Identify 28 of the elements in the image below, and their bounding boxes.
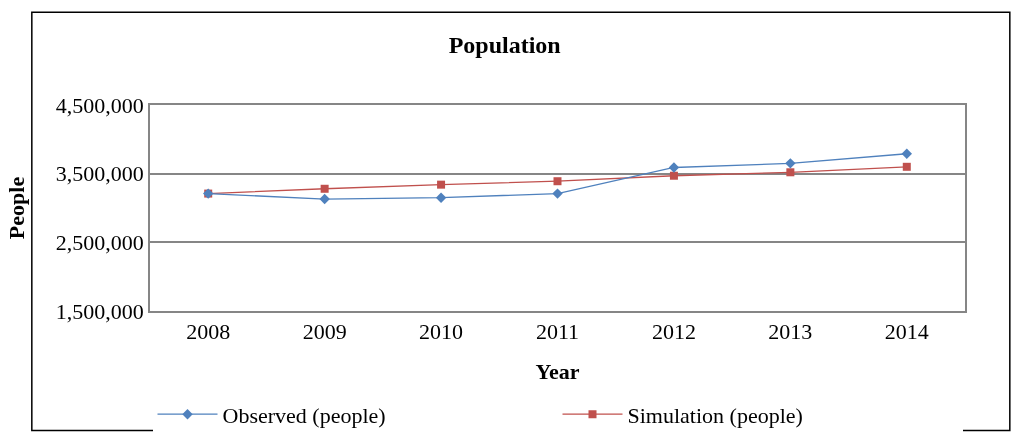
x-tick-label: 2011 [535, 319, 580, 345]
y-tick-label: 3,500,000 [55, 161, 144, 187]
point [552, 188, 563, 199]
x-tick-label: 2013 [768, 319, 813, 345]
point [319, 193, 330, 205]
x-tick-label: 2014 [884, 319, 929, 345]
point [669, 171, 678, 180]
x-tick-label: 2010 [419, 319, 464, 345]
y-axis-title: People [4, 176, 30, 240]
point [320, 184, 329, 193]
legend-label: Observed (people) [222, 402, 386, 428]
y-tick-label: 2,500,000 [55, 230, 144, 256]
y-tick-label: 1,500,000 [55, 298, 144, 324]
point [786, 168, 795, 177]
point [437, 180, 446, 189]
legend-label: Simulation (people) [627, 402, 803, 428]
point [668, 162, 680, 173]
point [785, 158, 796, 169]
point [435, 192, 447, 203]
x-tick-label: 2008 [186, 319, 231, 345]
point [901, 148, 912, 159]
x-tick-label: 2009 [302, 319, 347, 345]
chart-title: Population [448, 32, 561, 59]
y-tick-label: 4,500,000 [55, 92, 144, 118]
x-axis-title: Year [535, 358, 580, 384]
point [902, 162, 911, 171]
x-tick-label: 2012 [651, 319, 696, 345]
point [553, 177, 562, 186]
